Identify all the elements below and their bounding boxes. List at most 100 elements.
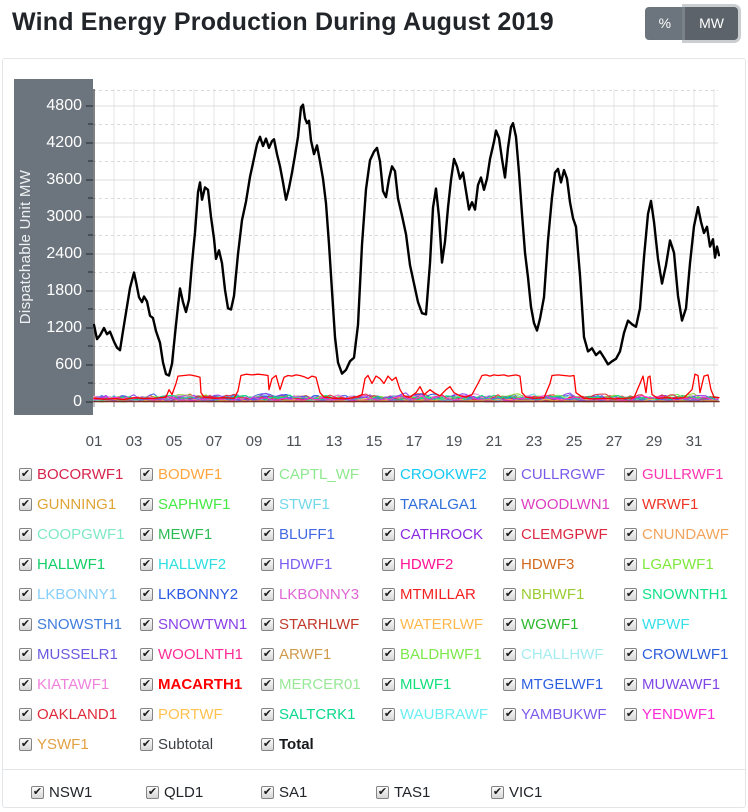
farm-checkbox-wrwf1[interactable]: ✔ WRWF1 [624,496,745,513]
checkbox-checked-icon[interactable]: ✔ [624,467,637,481]
farm-checkbox-hdwf1[interactable]: ✔ HDWF1 [261,556,382,573]
checkbox-checked-icon[interactable]: ✔ [503,647,516,661]
farm-checkbox-lkbonny1[interactable]: ✔ LKBONNY1 [19,586,140,603]
checkbox-checked-icon[interactable]: ✔ [19,557,32,571]
checkbox-checked-icon[interactable]: ✔ [503,617,516,631]
checkbox-checked-icon[interactable]: ✔ [503,557,516,571]
checkbox-checked-icon[interactable]: ✔ [140,557,153,571]
farm-checkbox-hallwf2[interactable]: ✔ HALLWF2 [140,556,261,573]
farm-checkbox-wgwf1[interactable]: ✔ WGWF1 [503,616,624,633]
checkbox-checked-icon[interactable]: ✔ [382,647,395,661]
farm-checkbox-saltcrk1[interactable]: ✔ SALTCRK1 [261,706,382,723]
checkbox-checked-icon[interactable]: ✔ [382,557,395,571]
checkbox-checked-icon[interactable]: ✔ [261,647,274,661]
checkbox-checked-icon[interactable]: ✔ [624,647,637,661]
checkbox-checked-icon[interactable]: ✔ [19,467,32,481]
farm-checkbox-baldhwf1[interactable]: ✔ BALDHWF1 [382,646,503,663]
farm-checkbox-mtmillar[interactable]: ✔ MTMILLAR [382,586,503,603]
farm-checkbox-musselr1[interactable]: ✔ MUSSELR1 [19,646,140,663]
farm-checkbox-subtotal[interactable]: ✔ Subtotal [140,736,261,753]
checkbox-checked-icon[interactable]: ✔ [146,786,159,799]
farm-checkbox-crookwf2[interactable]: ✔ CROOKWF2 [382,466,503,483]
farm-checkbox-gullrwf1[interactable]: ✔ GULLRWF1 [624,466,745,483]
farm-checkbox-starhlwf[interactable]: ✔ STARHLWF [261,616,382,633]
unit-mw-button[interactable]: MW [685,7,738,40]
checkbox-checked-icon[interactable]: ✔ [31,786,44,799]
checkbox-checked-icon[interactable]: ✔ [382,527,395,541]
region-checkbox-sa1[interactable]: ✔ SA1 [261,784,376,801]
checkbox-checked-icon[interactable]: ✔ [19,707,32,721]
checkbox-checked-icon[interactable]: ✔ [140,677,153,691]
farm-checkbox-mercer01[interactable]: ✔ MERCER01 [261,676,382,693]
checkbox-checked-icon[interactable]: ✔ [503,587,516,601]
farm-checkbox-yswf1[interactable]: ✔ YSWF1 [19,736,140,753]
checkbox-checked-icon[interactable]: ✔ [140,467,153,481]
checkbox-checked-icon[interactable]: ✔ [503,467,516,481]
checkbox-checked-icon[interactable]: ✔ [19,647,32,661]
farm-checkbox-lgapwf1[interactable]: ✔ LGAPWF1 [624,556,745,573]
checkbox-checked-icon[interactable]: ✔ [19,737,32,751]
farm-checkbox-nbhwf1[interactable]: ✔ NBHWF1 [503,586,624,603]
checkbox-checked-icon[interactable]: ✔ [624,527,637,541]
checkbox-checked-icon[interactable]: ✔ [261,587,274,601]
checkbox-checked-icon[interactable]: ✔ [624,677,637,691]
farm-checkbox-total[interactable]: ✔ Total [261,736,382,753]
farm-checkbox-kiatawf1[interactable]: ✔ KIATAWF1 [19,676,140,693]
farm-checkbox-challhwf[interactable]: ✔ CHALLHWF [503,646,624,663]
farm-checkbox-cnundawf[interactable]: ✔ CNUNDAWF [624,526,745,543]
farm-checkbox-hdwf3[interactable]: ✔ HDWF3 [503,556,624,573]
farm-checkbox-waubrawf[interactable]: ✔ WAUBRAWF [382,706,503,723]
farm-checkbox-coopgwf1[interactable]: ✔ COOPGWF1 [19,526,140,543]
farm-checkbox-snownth1[interactable]: ✔ SNOWNTH1 [624,586,745,603]
farm-checkbox-waterlwf[interactable]: ✔ WATERLWF [382,616,503,633]
farm-checkbox-bluff1[interactable]: ✔ BLUFF1 [261,526,382,543]
checkbox-checked-icon[interactable]: ✔ [503,527,516,541]
checkbox-checked-icon[interactable]: ✔ [261,467,274,481]
checkbox-checked-icon[interactable]: ✔ [261,617,274,631]
farm-checkbox-macarth1[interactable]: ✔ MACARTH1 [140,676,261,693]
checkbox-checked-icon[interactable]: ✔ [503,707,516,721]
checkbox-checked-icon[interactable]: ✔ [19,527,32,541]
checkbox-checked-icon[interactable]: ✔ [19,497,32,511]
wind-production-line-chart[interactable] [93,89,720,411]
checkbox-checked-icon[interactable]: ✔ [261,737,274,751]
farm-checkbox-muwawf1[interactable]: ✔ MUWAWF1 [624,676,745,693]
farm-checkbox-taralga1[interactable]: ✔ TARALGA1 [382,496,503,513]
region-checkbox-vic1[interactable]: ✔ VIC1 [491,784,606,801]
region-checkbox-tas1[interactable]: ✔ TAS1 [376,784,491,801]
checkbox-checked-icon[interactable]: ✔ [261,707,274,721]
checkbox-checked-icon[interactable]: ✔ [140,737,153,751]
farm-checkbox-gunning1[interactable]: ✔ GUNNING1 [19,496,140,513]
farm-checkbox-clemgpwf[interactable]: ✔ CLEMGPWF [503,526,624,543]
checkbox-checked-icon[interactable]: ✔ [261,497,274,511]
farm-checkbox-yambukwf[interactable]: ✔ YAMBUKWF [503,706,624,723]
checkbox-checked-icon[interactable]: ✔ [491,786,504,799]
farm-checkbox-yendwf1[interactable]: ✔ YENDWF1 [624,706,745,723]
farm-checkbox-oakland1[interactable]: ✔ OAKLAND1 [19,706,140,723]
checkbox-checked-icon[interactable]: ✔ [140,617,153,631]
farm-checkbox-snowsth1[interactable]: ✔ SNOWSTH1 [19,616,140,633]
checkbox-checked-icon[interactable]: ✔ [382,467,395,481]
checkbox-checked-icon[interactable]: ✔ [382,707,395,721]
farm-checkbox-wpwf[interactable]: ✔ WPWF [624,616,745,633]
checkbox-checked-icon[interactable]: ✔ [382,497,395,511]
checkbox-checked-icon[interactable]: ✔ [140,647,153,661]
checkbox-checked-icon[interactable]: ✔ [140,497,153,511]
checkbox-checked-icon[interactable]: ✔ [261,786,274,799]
checkbox-checked-icon[interactable]: ✔ [503,497,516,511]
checkbox-checked-icon[interactable]: ✔ [382,677,395,691]
checkbox-checked-icon[interactable]: ✔ [140,707,153,721]
farm-checkbox-captl_wf[interactable]: ✔ CAPTL_WF [261,466,382,483]
farm-checkbox-bodwf1[interactable]: ✔ BODWF1 [140,466,261,483]
farm-checkbox-hallwf1[interactable]: ✔ HALLWF1 [19,556,140,573]
checkbox-checked-icon[interactable]: ✔ [140,587,153,601]
farm-checkbox-stwf1[interactable]: ✔ STWF1 [261,496,382,513]
farm-checkbox-crowlwf1[interactable]: ✔ CROWLWF1 [624,646,745,663]
farm-checkbox-woodlwn1[interactable]: ✔ WOODLWN1 [503,496,624,513]
farm-checkbox-portwf[interactable]: ✔ PORTWF [140,706,261,723]
checkbox-checked-icon[interactable]: ✔ [503,677,516,691]
checkbox-checked-icon[interactable]: ✔ [376,786,389,799]
farm-checkbox-saphwf1[interactable]: ✔ SAPHWF1 [140,496,261,513]
region-checkbox-nsw1[interactable]: ✔ NSW1 [31,784,146,801]
farm-checkbox-lkbonny3[interactable]: ✔ LKBONNY3 [261,586,382,603]
